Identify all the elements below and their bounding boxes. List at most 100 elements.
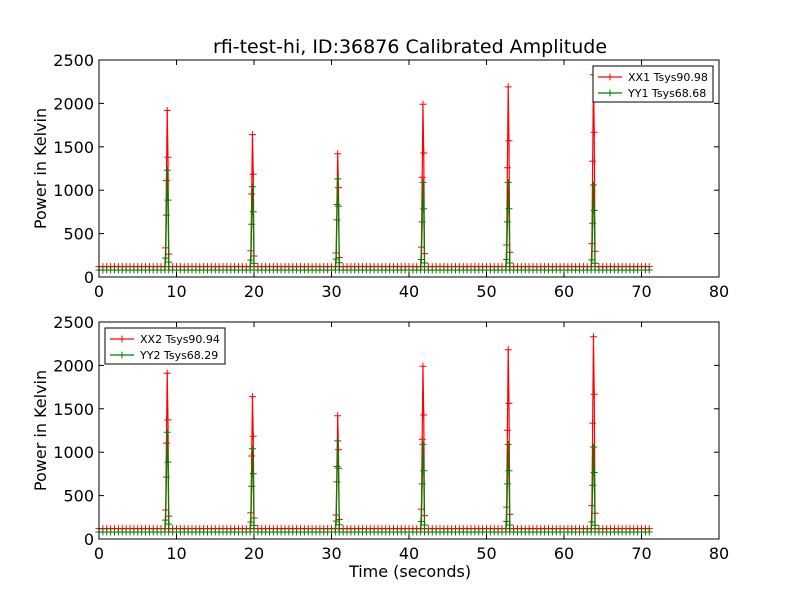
- legend-box: [592, 65, 714, 103]
- data-point: [164, 416, 172, 424]
- data-point: [164, 196, 172, 204]
- data-point: [248, 131, 256, 139]
- data-point: [419, 440, 427, 448]
- legend-marker: [606, 73, 614, 81]
- data-point: [248, 220, 256, 228]
- y-tick-label: 1500: [53, 138, 94, 157]
- x-tick-label: 80: [709, 544, 729, 563]
- legend-label: YY1 Tsys68.68: [627, 87, 706, 100]
- data-point: [589, 481, 597, 489]
- data-point: [420, 149, 428, 157]
- data-point: [335, 259, 343, 267]
- data-point: [589, 157, 597, 165]
- data-point: [334, 464, 342, 472]
- x-tick-label: 20: [244, 282, 264, 301]
- series-markers-2: [95, 428, 653, 536]
- data-point: [591, 259, 599, 267]
- data-point: [420, 411, 428, 419]
- data-point: [420, 467, 428, 475]
- data-point: [333, 216, 341, 224]
- data-point: [590, 207, 598, 215]
- data-point: [503, 256, 511, 264]
- data-point: [165, 258, 173, 266]
- data-point: [332, 517, 340, 525]
- top-plot-ticks: 0 10 20 30 40 50 60 70 80 0 500 1000 1500 2000 2500: [53, 51, 729, 301]
- y-tick-label: 500: [63, 487, 94, 506]
- data-point: [589, 181, 597, 189]
- top-plot: 0 10 20 30 40 50 60 70 80 0 500 1000 1500 2000 2500 Po…: [31, 51, 729, 301]
- data-point: [417, 256, 425, 264]
- top-plot-ylabel: Power in Kelvin: [31, 108, 50, 229]
- data-point: [418, 480, 426, 488]
- data-point: [163, 369, 171, 377]
- bottom-plot-ticks: 0 10 20 30 40 50 60 70 80 0 500 1000 1500 2000 2500: [53, 313, 729, 563]
- bottom-plot-xlabel: Time (seconds): [348, 562, 471, 581]
- y-tick-label: 2500: [53, 313, 94, 332]
- data-point: [645, 528, 653, 536]
- y-tick-label: 2500: [53, 51, 94, 70]
- data-point: [503, 164, 511, 172]
- data-point: [248, 445, 256, 453]
- x-tick-label: 40: [399, 544, 419, 563]
- data-point: [335, 521, 343, 529]
- data-point: [589, 333, 597, 341]
- y-tick-label: 500: [63, 225, 94, 244]
- data-point: [249, 208, 257, 216]
- top-plot-legend: XX1 Tsys90.98 YY1 Tsys68.68: [592, 65, 714, 103]
- data-point: [589, 219, 597, 227]
- data-point: [420, 205, 428, 213]
- data-point: [162, 211, 170, 219]
- y-tick-label: 2000: [53, 356, 94, 375]
- legend-box: [104, 327, 226, 365]
- data-point: [163, 428, 171, 436]
- data-point: [506, 259, 514, 267]
- x-tick-label: 10: [166, 282, 186, 301]
- data-point: [164, 153, 172, 161]
- data-point: [588, 518, 596, 526]
- x-tick-label: 70: [631, 544, 651, 563]
- data-point: [421, 521, 428, 529]
- data-point: [332, 255, 340, 263]
- data-point: [590, 128, 598, 136]
- data-point: [589, 419, 597, 427]
- bottom-plot-ylabel: Power in Kelvin: [31, 370, 50, 491]
- top-plot-marks: [95, 71, 653, 274]
- data-point: [645, 266, 653, 274]
- data-point: [419, 362, 427, 370]
- y-tick-label: 0: [84, 530, 94, 549]
- data-point: [503, 218, 511, 226]
- data-point: [589, 443, 597, 451]
- data-point: [504, 83, 512, 91]
- data-point: [334, 412, 342, 420]
- data-point: [419, 100, 427, 108]
- data-point: [247, 518, 255, 526]
- data-point: [506, 521, 514, 529]
- x-tick-label: 50: [476, 282, 496, 301]
- data-point: [248, 482, 256, 490]
- data-point: [162, 254, 170, 262]
- data-point: [333, 478, 341, 486]
- series-markers-2: [95, 166, 653, 274]
- data-point: [505, 399, 513, 407]
- y-tick-label: 2000: [53, 94, 94, 113]
- data-point: [421, 259, 428, 267]
- data-point: [588, 256, 596, 264]
- bottom-plot-legend: XX2 Tsys90.94 YY2 Tsys68.29: [104, 327, 226, 365]
- data-point: [418, 218, 426, 226]
- x-tick-label: 60: [554, 282, 574, 301]
- data-point: [334, 150, 342, 158]
- data-point: [162, 516, 170, 524]
- data-point: [250, 259, 258, 267]
- y-tick-label: 1500: [53, 400, 94, 419]
- x-tick-label: 30: [321, 282, 341, 301]
- data-point: [503, 518, 511, 526]
- x-tick-label: 30: [321, 544, 341, 563]
- data-point: [504, 178, 512, 186]
- data-point: [590, 390, 598, 398]
- legend-marker: [118, 351, 126, 359]
- series-markers-1: [95, 71, 653, 271]
- series-line-2: [99, 170, 650, 271]
- data-point: [418, 435, 426, 443]
- series-line-1: [99, 74, 650, 268]
